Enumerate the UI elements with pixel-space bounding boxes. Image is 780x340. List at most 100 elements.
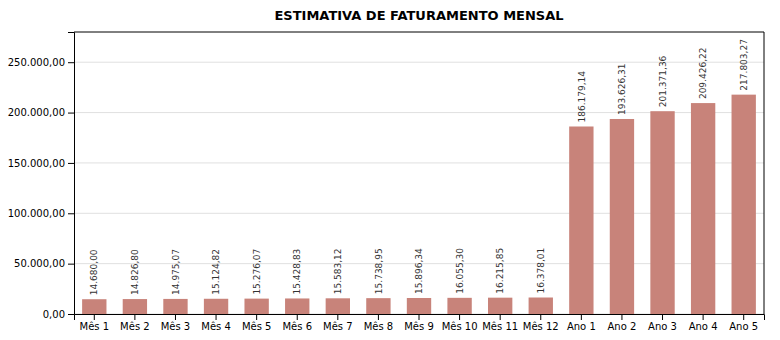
tick-label: Mês 1 bbox=[80, 321, 110, 332]
tick-label: Mês 12 bbox=[523, 321, 559, 332]
tick: Mês 9 bbox=[404, 314, 434, 332]
data-label: 14.680,00 bbox=[89, 249, 99, 295]
tick: Mês 7 bbox=[323, 314, 353, 332]
bar bbox=[366, 298, 390, 314]
tick: Mês 10 bbox=[442, 314, 478, 332]
tick-mark bbox=[134, 314, 135, 320]
tick-label: 50.000,00 bbox=[14, 258, 65, 269]
bar bbox=[447, 298, 471, 314]
tick-mark bbox=[581, 314, 582, 320]
data-label: 16.378,01 bbox=[536, 248, 546, 294]
plot-area: 0,0050.000,00100.000,00150.000,00200.000… bbox=[8, 32, 765, 332]
axis-line bbox=[75, 315, 765, 321]
tick-mark bbox=[68, 264, 74, 265]
data-label: 14.826,80 bbox=[130, 249, 140, 295]
tick: Mês 11 bbox=[482, 314, 518, 332]
data-label: 186.179,14 bbox=[577, 71, 587, 123]
tick: Mês 3 bbox=[161, 314, 191, 332]
tick-mark bbox=[621, 314, 622, 320]
bar bbox=[732, 95, 756, 314]
tick-label: Mês 8 bbox=[364, 321, 394, 332]
y-axis: 0,0050.000,00100.000,00150.000,00200.000… bbox=[8, 33, 75, 320]
tick-label: Ano 3 bbox=[648, 321, 677, 332]
tick-label: Ano 2 bbox=[608, 321, 637, 332]
data-label: 15.738,95 bbox=[374, 248, 384, 294]
bars bbox=[82, 95, 756, 314]
tick-label: 0,00 bbox=[43, 309, 65, 320]
data-label: 217.803,27 bbox=[739, 39, 749, 91]
data-label: 16.215,85 bbox=[495, 248, 505, 294]
tick: Mês 2 bbox=[120, 314, 150, 332]
tick-mark bbox=[175, 314, 176, 320]
tick-label: Mês 9 bbox=[404, 321, 434, 332]
tick-mark bbox=[297, 314, 298, 320]
x-axis: Mês 1 Mês 2 Mês 3 Mês 4 Mês 5 Mês 6 Mês 7 Mês 8… bbox=[75, 314, 765, 332]
bar bbox=[285, 298, 309, 314]
tick-mark bbox=[378, 314, 379, 320]
data-label: 15.896,34 bbox=[414, 248, 424, 294]
tick: Mês 12 bbox=[523, 314, 559, 332]
tick: Mês 1 bbox=[80, 314, 110, 332]
tick-label: Mês 2 bbox=[120, 321, 150, 332]
tick-label: Ano 1 bbox=[567, 321, 596, 332]
tick: Mês 8 bbox=[364, 314, 394, 332]
title: ESTIMATIVA DE FATURAMENTO MENSAL bbox=[274, 8, 563, 23]
tick: 150.000,00 bbox=[8, 158, 74, 169]
tick: 50.000,00 bbox=[14, 258, 74, 269]
chart: 0,0050.000,00100.000,00150.000,00200.000… bbox=[0, 0, 780, 340]
tick-label: Mês 4 bbox=[201, 321, 231, 332]
data-labels: 14.680,00 14.826,80 14.975,07 15.124,82 15.2… bbox=[89, 39, 748, 295]
tick: Mês 5 bbox=[242, 314, 272, 332]
tick-mark bbox=[500, 314, 501, 320]
tick: 250.000,00 bbox=[8, 57, 74, 68]
tick-mark bbox=[743, 314, 744, 320]
tick-label: Mês 5 bbox=[242, 321, 272, 332]
bar bbox=[650, 111, 674, 314]
tick-label: Ano 4 bbox=[689, 321, 718, 332]
data-label: 15.276,07 bbox=[252, 249, 262, 295]
data-label: 16.055,30 bbox=[455, 248, 465, 294]
tick: Ano 4 bbox=[689, 314, 718, 332]
data-label: 209.426,22 bbox=[698, 48, 708, 100]
bar bbox=[163, 299, 187, 314]
data-label: 201.371,36 bbox=[658, 55, 668, 107]
bar bbox=[204, 299, 228, 314]
tick-mark bbox=[540, 314, 541, 320]
tick: 0,00 bbox=[43, 309, 74, 320]
tick-label: Mês 6 bbox=[282, 321, 312, 332]
tick-mark bbox=[662, 314, 663, 320]
tick: Ano 5 bbox=[729, 314, 758, 332]
data-label: 14.975,07 bbox=[171, 249, 181, 295]
tick: Mês 6 bbox=[282, 314, 312, 332]
tick-mark bbox=[216, 314, 217, 320]
bar bbox=[610, 119, 634, 314]
bar bbox=[326, 298, 350, 314]
bar bbox=[488, 298, 512, 314]
bar bbox=[407, 298, 431, 314]
tick-label: 200.000,00 bbox=[8, 107, 65, 118]
tick: Ano 1 bbox=[567, 314, 596, 332]
bar bbox=[691, 103, 715, 314]
data-label: 15.428,83 bbox=[292, 249, 302, 295]
tick: Mês 4 bbox=[201, 314, 231, 332]
frame-line bbox=[764, 32, 765, 314]
data-label: 15.124,82 bbox=[211, 249, 221, 295]
tick-label: Ano 5 bbox=[729, 321, 758, 332]
tick-label: Mês 10 bbox=[442, 321, 478, 332]
tick-label: 250.000,00 bbox=[8, 57, 65, 68]
tick-label: Mês 3 bbox=[161, 321, 191, 332]
data-label: 193.626,31 bbox=[617, 63, 627, 115]
tick-mark bbox=[68, 113, 74, 114]
tick-label: 150.000,00 bbox=[8, 158, 65, 169]
frame-line bbox=[74, 32, 764, 33]
bar bbox=[244, 299, 268, 314]
axis-line bbox=[68, 33, 75, 315]
tick-label: Mês 11 bbox=[482, 321, 518, 332]
bar bbox=[82, 299, 106, 314]
tick: Ano 2 bbox=[608, 314, 637, 332]
tick-mark bbox=[256, 314, 257, 320]
tick-mark bbox=[68, 163, 74, 164]
bar bbox=[569, 126, 593, 314]
data-label: 15.583,12 bbox=[333, 248, 343, 294]
tick-mark bbox=[94, 314, 95, 320]
